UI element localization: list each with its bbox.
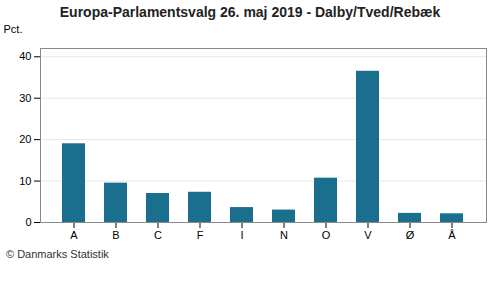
- svg-text:0: 0: [25, 216, 31, 228]
- html-text:Europa-Parlamentsvalg 26. maj: Europa-Parlamentsvalg 26. maj 2019 - Dal…: [59, 4, 441, 20]
- svg-text:Å: Å: [448, 229, 456, 241]
- svg-text:F: F: [197, 229, 204, 241]
- svg-text:V: V: [364, 229, 372, 241]
- svg-text:20: 20: [19, 133, 31, 145]
- svg-text:B: B: [112, 229, 119, 241]
- svg-text:C: C: [154, 229, 162, 241]
- svg-text:40: 40: [19, 50, 31, 62]
- svg-text:Pct.: Pct.: [4, 23, 23, 35]
- svg-text:A: A: [70, 229, 78, 241]
- svg-text:O: O: [322, 229, 331, 241]
- svg-text:30: 30: [19, 92, 31, 104]
- svg-text:Ø: Ø: [406, 229, 415, 241]
- html-text:© Danmarks Statistik: © Danmarks Statistik: [6, 248, 109, 260]
- svg-text:N: N: [280, 229, 288, 241]
- svg-text:I: I: [240, 229, 243, 241]
- svg-text:10: 10: [19, 175, 31, 187]
